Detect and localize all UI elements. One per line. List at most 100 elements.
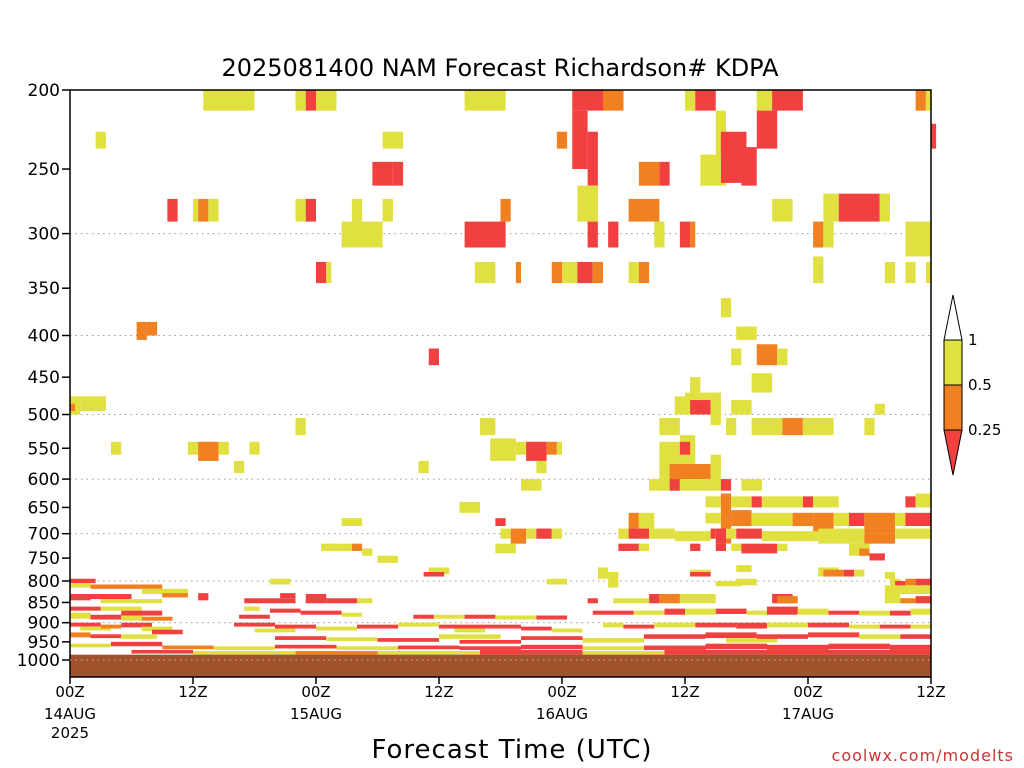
- heatmap-cell: [244, 598, 275, 604]
- heatmap-cell: [695, 622, 737, 628]
- heatmap-cell: [95, 131, 106, 149]
- heatmap-cell: [741, 147, 757, 186]
- colorbar-label: 1: [968, 331, 978, 349]
- x-tick-label: 00Z: [793, 683, 822, 701]
- colorbar-legend: 1 0.5 0.25: [943, 294, 1001, 476]
- heatmap-cell: [582, 646, 644, 650]
- heatmap-cell: [167, 198, 178, 222]
- heatmap-cell: [280, 593, 296, 599]
- heatmap-cell: [551, 261, 562, 284]
- heatmap-cell: [767, 644, 829, 650]
- heatmap-cell: [756, 90, 773, 111]
- heatmap-cell: [464, 614, 496, 619]
- heatmap-cell: [577, 185, 598, 222]
- heatmap-cell: [726, 638, 778, 643]
- heatmap-cell: [695, 90, 716, 111]
- heatmap-cell: [664, 649, 788, 655]
- heatmap-cell: [644, 634, 706, 639]
- heatmap-cell: [925, 90, 931, 111]
- heatmap-cell: [90, 594, 132, 600]
- heatmap-cell: [187, 441, 199, 455]
- heatmap-cell: [592, 610, 634, 615]
- heatmap-cell: [295, 198, 306, 222]
- heatmap-cell: [644, 645, 706, 650]
- heatmap-cell: [905, 221, 931, 257]
- heatmap-cell: [720, 493, 732, 544]
- heatmap-cell: [556, 441, 562, 455]
- heatmap-cell: [295, 651, 378, 655]
- heatmap-cell: [823, 569, 844, 577]
- heatmap-cell: [341, 612, 363, 617]
- colorbar-label: 0.5: [968, 376, 992, 394]
- y-tick-label: 600: [28, 470, 60, 490]
- heatmap-cell: [649, 528, 675, 539]
- heatmap-cell: [326, 261, 332, 284]
- heatmap-cell: [859, 548, 870, 556]
- heatmap-cell: [597, 567, 609, 579]
- heatmap-cell: [162, 593, 188, 598]
- heatmap-cell: [275, 636, 327, 640]
- heatmap-cell: [884, 594, 901, 604]
- heatmap-cell: [879, 193, 890, 222]
- heatmap-cell: [521, 479, 542, 491]
- heatmap-cell: [269, 608, 301, 613]
- heatmap-cell: [608, 580, 619, 588]
- heatmap-cell: [572, 90, 583, 111]
- heatmap-cell: [546, 578, 568, 585]
- heatmap-cell: [377, 651, 480, 655]
- y-axis: 200 250 300 350 400 450 500 550 600 650 700 750 8008…: [17, 81, 70, 671]
- heatmap-cell: [577, 261, 593, 284]
- heatmap-cell: [874, 403, 885, 415]
- heatmap-cell: [710, 454, 721, 491]
- heatmap-cell: [70, 622, 101, 627]
- heatmap-cell: [464, 221, 506, 248]
- heatmap-cell: [495, 543, 516, 554]
- heatmap-cell: [746, 610, 767, 615]
- heatmap-cell: [141, 626, 173, 632]
- heatmap-cell: [813, 512, 834, 534]
- heatmap-cell: [372, 161, 393, 186]
- heatmap-cell: [679, 594, 716, 604]
- heatmap-cell: [521, 626, 552, 631]
- heatmap-cell: [198, 593, 209, 601]
- heatmap-cell: [218, 441, 229, 455]
- heatmap-cell: [341, 221, 383, 248]
- heatmap-cell: [618, 528, 629, 539]
- heatmap-cell: [546, 441, 557, 455]
- y-tick-label: 700: [28, 525, 60, 545]
- heatmap-cell: [326, 598, 357, 604]
- ground-layer: [70, 654, 931, 677]
- heatmap-cell: [900, 634, 931, 639]
- x-tick-label: 00Z: [301, 683, 330, 701]
- heatmap-cell: [659, 594, 680, 604]
- heatmap-cell: [890, 610, 911, 616]
- heatmap-cell: [316, 90, 337, 111]
- source-credit[interactable]: coolwx.com/modelts: [832, 746, 1014, 765]
- heatmap-cell: [654, 622, 696, 628]
- heatmap-cell: [638, 512, 655, 529]
- heatmap-cell: [628, 261, 639, 284]
- heatmap-cell: [146, 321, 158, 336]
- heatmap-cell: [295, 418, 306, 436]
- heatmap-cell: [234, 460, 245, 474]
- x-tick-date: 16AUG: [536, 705, 588, 723]
- heatmap-cell: [439, 634, 501, 639]
- heatmap-cell: [818, 528, 865, 544]
- heatmap-cell: [690, 400, 711, 415]
- heatmap-cell: [915, 578, 931, 586]
- heatmap-cell: [121, 615, 142, 621]
- heatmap-cell: [551, 528, 562, 539]
- heatmap-cell: [382, 131, 404, 149]
- heatmap-cell: [480, 418, 496, 436]
- y-tick-label: 800: [28, 572, 60, 592]
- heatmap-cell: [608, 221, 619, 248]
- heatmap-cell: [674, 531, 711, 542]
- heatmap-cell: [536, 615, 568, 620]
- heatmap-cell: [587, 221, 598, 248]
- heatmap-cell: [70, 612, 91, 619]
- heatmap-cell: [731, 510, 752, 527]
- heatmap-cell: [782, 418, 803, 436]
- colorbar-bin-0.5-1: [943, 339, 963, 386]
